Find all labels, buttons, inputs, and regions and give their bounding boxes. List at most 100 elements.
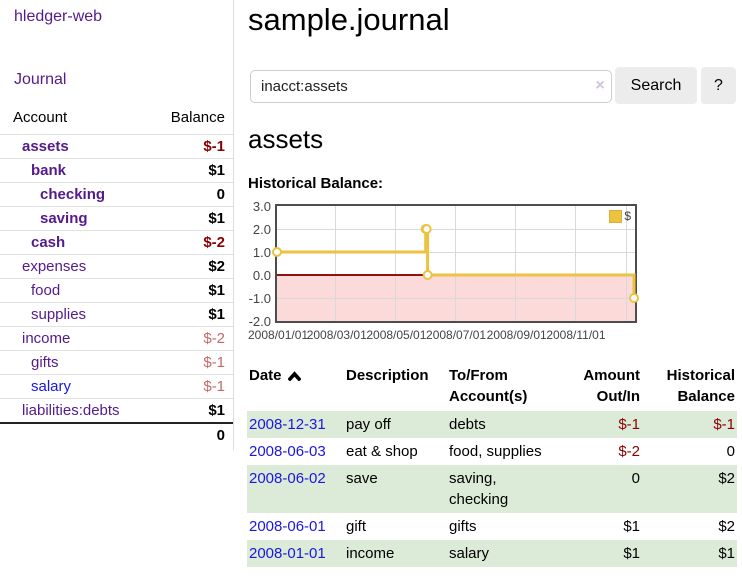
- sidebar-account-row: bank $1: [0, 158, 233, 183]
- sidebar-account-row: cash $-2: [0, 230, 233, 255]
- sidebar-account-link[interactable]: supplies: [31, 306, 87, 323]
- chart-legend: $: [609, 209, 631, 223]
- sidebar-account-link[interactable]: checking: [40, 186, 106, 203]
- x-axis-tick-label: 2008/03/01: [306, 328, 367, 342]
- register-accounts: debts: [449, 416, 486, 433]
- legend-label: $: [624, 209, 631, 223]
- clear-search-icon[interactable]: ×: [595, 77, 605, 94]
- register-accounts: saving, checking: [449, 470, 509, 508]
- amount-column-header: Amount Out/In: [565, 362, 642, 411]
- sidebar-account-row: assets $-1: [0, 134, 233, 159]
- register-description: gift: [346, 518, 367, 535]
- balance-column-header2: Historical Balance: [642, 362, 737, 411]
- sidebar-account-link[interactable]: income: [22, 330, 71, 347]
- sidebar-account-balance: $1: [153, 398, 233, 423]
- register-description: eat & shop: [346, 443, 418, 460]
- search-input[interactable]: [250, 70, 612, 103]
- sidebar-account-balance: $-1: [153, 374, 233, 399]
- sidebar-account-row: liabilities:debts $1: [0, 398, 233, 423]
- register-balance: 0: [726, 443, 735, 460]
- data-point-marker: [421, 224, 432, 234]
- help-button[interactable]: ?: [701, 67, 736, 104]
- sidebar-account-link[interactable]: salary: [31, 378, 72, 395]
- sidebar-account-balance: $1: [153, 278, 233, 303]
- y-axis-tick-label: -2.0: [248, 314, 271, 329]
- accounts-column-header2: To/From Account(s): [447, 362, 565, 411]
- register-date-link[interactable]: 2008-12-31: [249, 416, 326, 433]
- legend-swatch-icon: [609, 209, 623, 223]
- register-amount: $-1: [618, 416, 640, 433]
- y-axis-tick-label: 1.0: [252, 245, 271, 260]
- sort-ascending-icon: [286, 371, 302, 382]
- sidebar-account-link[interactable]: expenses: [22, 258, 87, 275]
- register-amount: $1: [623, 545, 640, 562]
- sidebar-account-link[interactable]: assets: [22, 138, 69, 155]
- data-point-marker: [272, 247, 282, 257]
- sidebar-account-balance: $-1: [153, 350, 233, 375]
- register-date-link[interactable]: 2008-06-02: [249, 470, 326, 487]
- register-date-link[interactable]: 2008-06-01: [249, 518, 326, 535]
- date-header-label: Date: [249, 367, 282, 384]
- y-axis-tick-label: 0.0: [252, 268, 271, 283]
- sidebar-account-row: food $1: [0, 278, 233, 303]
- sidebar-account-balance: $-2: [153, 326, 233, 351]
- sidebar-account-link[interactable]: liabilities:debts: [22, 402, 120, 419]
- register-row: 2008-06-01 gift gifts $1 $2: [247, 513, 737, 540]
- sidebar-account-balance: $1: [153, 206, 233, 231]
- sidebar-account-balance: $2: [153, 254, 233, 279]
- x-axis-tick-label: 2008/11/01: [546, 328, 606, 342]
- register-row: 2008-06-03 eat & shop food, supplies $-2 0: [247, 438, 737, 465]
- accounts-header-line2: Account(s): [449, 388, 528, 405]
- balance-series-line: [272, 224, 640, 303]
- chart-frame: [275, 204, 637, 323]
- balance-header-line2: Balance: [677, 388, 735, 405]
- chart-title: Historical Balance:: [248, 175, 384, 192]
- sidebar-account-link[interactable]: gifts: [31, 354, 59, 371]
- sidebar-total-balance: 0: [153, 422, 233, 447]
- register-amount: 0: [631, 470, 640, 487]
- sidebar-account-link[interactable]: bank: [31, 162, 67, 179]
- sidebar-account-link[interactable]: cash: [31, 234, 66, 251]
- balance-header-line1: Historical: [666, 367, 735, 384]
- sidebar-account-row: supplies $1: [0, 302, 233, 327]
- date-column-header[interactable]: Date: [247, 362, 344, 411]
- sidebar-account-balance: $1: [153, 302, 233, 327]
- chart-plot-area: $: [272, 206, 640, 321]
- historical-balance-chart: $ 3.0 2.0 1.0 0.0 -1.0 -2.0 2008/01/01 2008/03/…: [238, 199, 728, 349]
- accounts-table: Account Balance assets $-1 bank $1 checking 0…: [0, 104, 233, 447]
- register-row: 2008-01-01 income salary $1 $1: [247, 540, 737, 567]
- search-button[interactable]: Search: [615, 67, 697, 104]
- accounts-table-header: Account Balance: [0, 104, 233, 135]
- x-axis-tick-label: 2008/07/01: [426, 328, 487, 342]
- register-header-row: Date Description To/From Account(s) Amou…: [247, 362, 737, 411]
- amount-header-line2: Out/In: [596, 388, 640, 405]
- sidebar-account-balance: $1: [153, 158, 233, 183]
- register-date-link[interactable]: 2008-06-03: [249, 443, 326, 460]
- register-table: Date Description To/From Account(s) Amou…: [247, 362, 737, 567]
- y-axis-tick-label: -1.0: [248, 291, 271, 306]
- sidebar-account-row: income $-2: [0, 326, 233, 351]
- sidebar-account-row: salary $-1: [0, 374, 233, 399]
- sidebar-account-balance: 0: [153, 182, 233, 207]
- description-column-header: Description: [346, 367, 429, 384]
- register-balance: $1: [718, 545, 735, 562]
- data-point-marker: [629, 293, 640, 303]
- register-date-link[interactable]: 2008-01-01: [249, 545, 326, 562]
- register-description: income: [346, 545, 395, 562]
- sidebar-account-link[interactable]: saving: [40, 210, 88, 227]
- sidebar-account-balance: $-2: [153, 230, 233, 255]
- register-row: 2008-12-31 pay off debts $-1 $-1: [247, 411, 737, 438]
- balance-column-header: Balance: [170, 109, 225, 126]
- register-balance: $-1: [713, 416, 735, 433]
- sidebar-account-row: expenses $2: [0, 254, 233, 279]
- register-accounts: salary: [449, 545, 490, 562]
- sidebar-account-balance: $-1: [153, 134, 233, 159]
- register-description: pay off: [346, 416, 391, 433]
- app-title-link[interactable]: hledger-web: [14, 8, 103, 25]
- sidebar-item-journal[interactable]: Journal: [14, 71, 67, 88]
- register-balance: $2: [718, 518, 735, 535]
- sidebar-account-link[interactable]: food: [31, 282, 61, 299]
- y-axis-tick-label: 3.0: [252, 199, 271, 214]
- register-balance: $2: [718, 470, 735, 487]
- sidebar-account-row: saving $1: [0, 206, 233, 231]
